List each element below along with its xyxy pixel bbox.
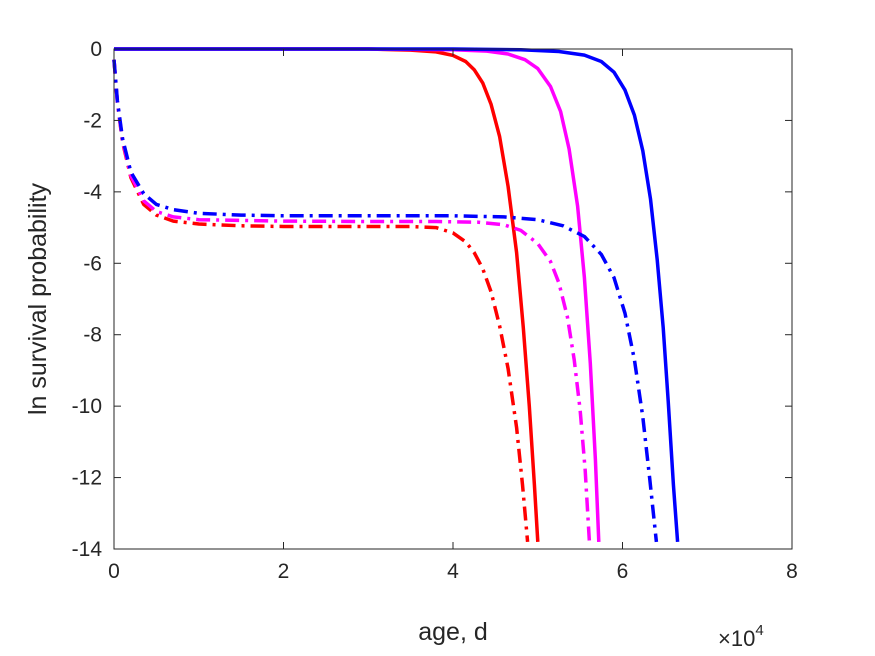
y-tick-label: -8 (83, 324, 102, 347)
y-tick-label: -12 (72, 467, 102, 490)
tick-layer: 0 2 4 6 8 0 -2 -4 -6 -8 -10 -12 -14 (72, 38, 798, 583)
x-tick-label: 8 (786, 560, 798, 583)
y-axis-label: ln survival probability (24, 182, 52, 415)
y-tick-label: -14 (72, 538, 103, 561)
x-tick-label: 0 (108, 560, 120, 583)
x-tick-label: 2 (278, 560, 290, 583)
y-tick-label: 0 (90, 38, 102, 61)
y-tick-label: -6 (83, 252, 102, 275)
x-axis-label: age, d (418, 618, 488, 646)
x-tick-label: 4 (447, 560, 459, 583)
x-tick-label: 6 (617, 560, 629, 583)
x-axis-multiplier: ×104 (718, 622, 764, 651)
y-tick-label: -4 (83, 181, 102, 204)
plot-area (114, 49, 792, 549)
x-axis-multiplier-exponent: 4 (755, 622, 763, 639)
x-axis-multiplier-base: ×10 (718, 626, 755, 651)
y-tick-label: -10 (72, 395, 102, 418)
series-line-5 (112, 59, 592, 543)
y-tick-label: -2 (83, 109, 102, 132)
series-line-4 (112, 59, 530, 543)
